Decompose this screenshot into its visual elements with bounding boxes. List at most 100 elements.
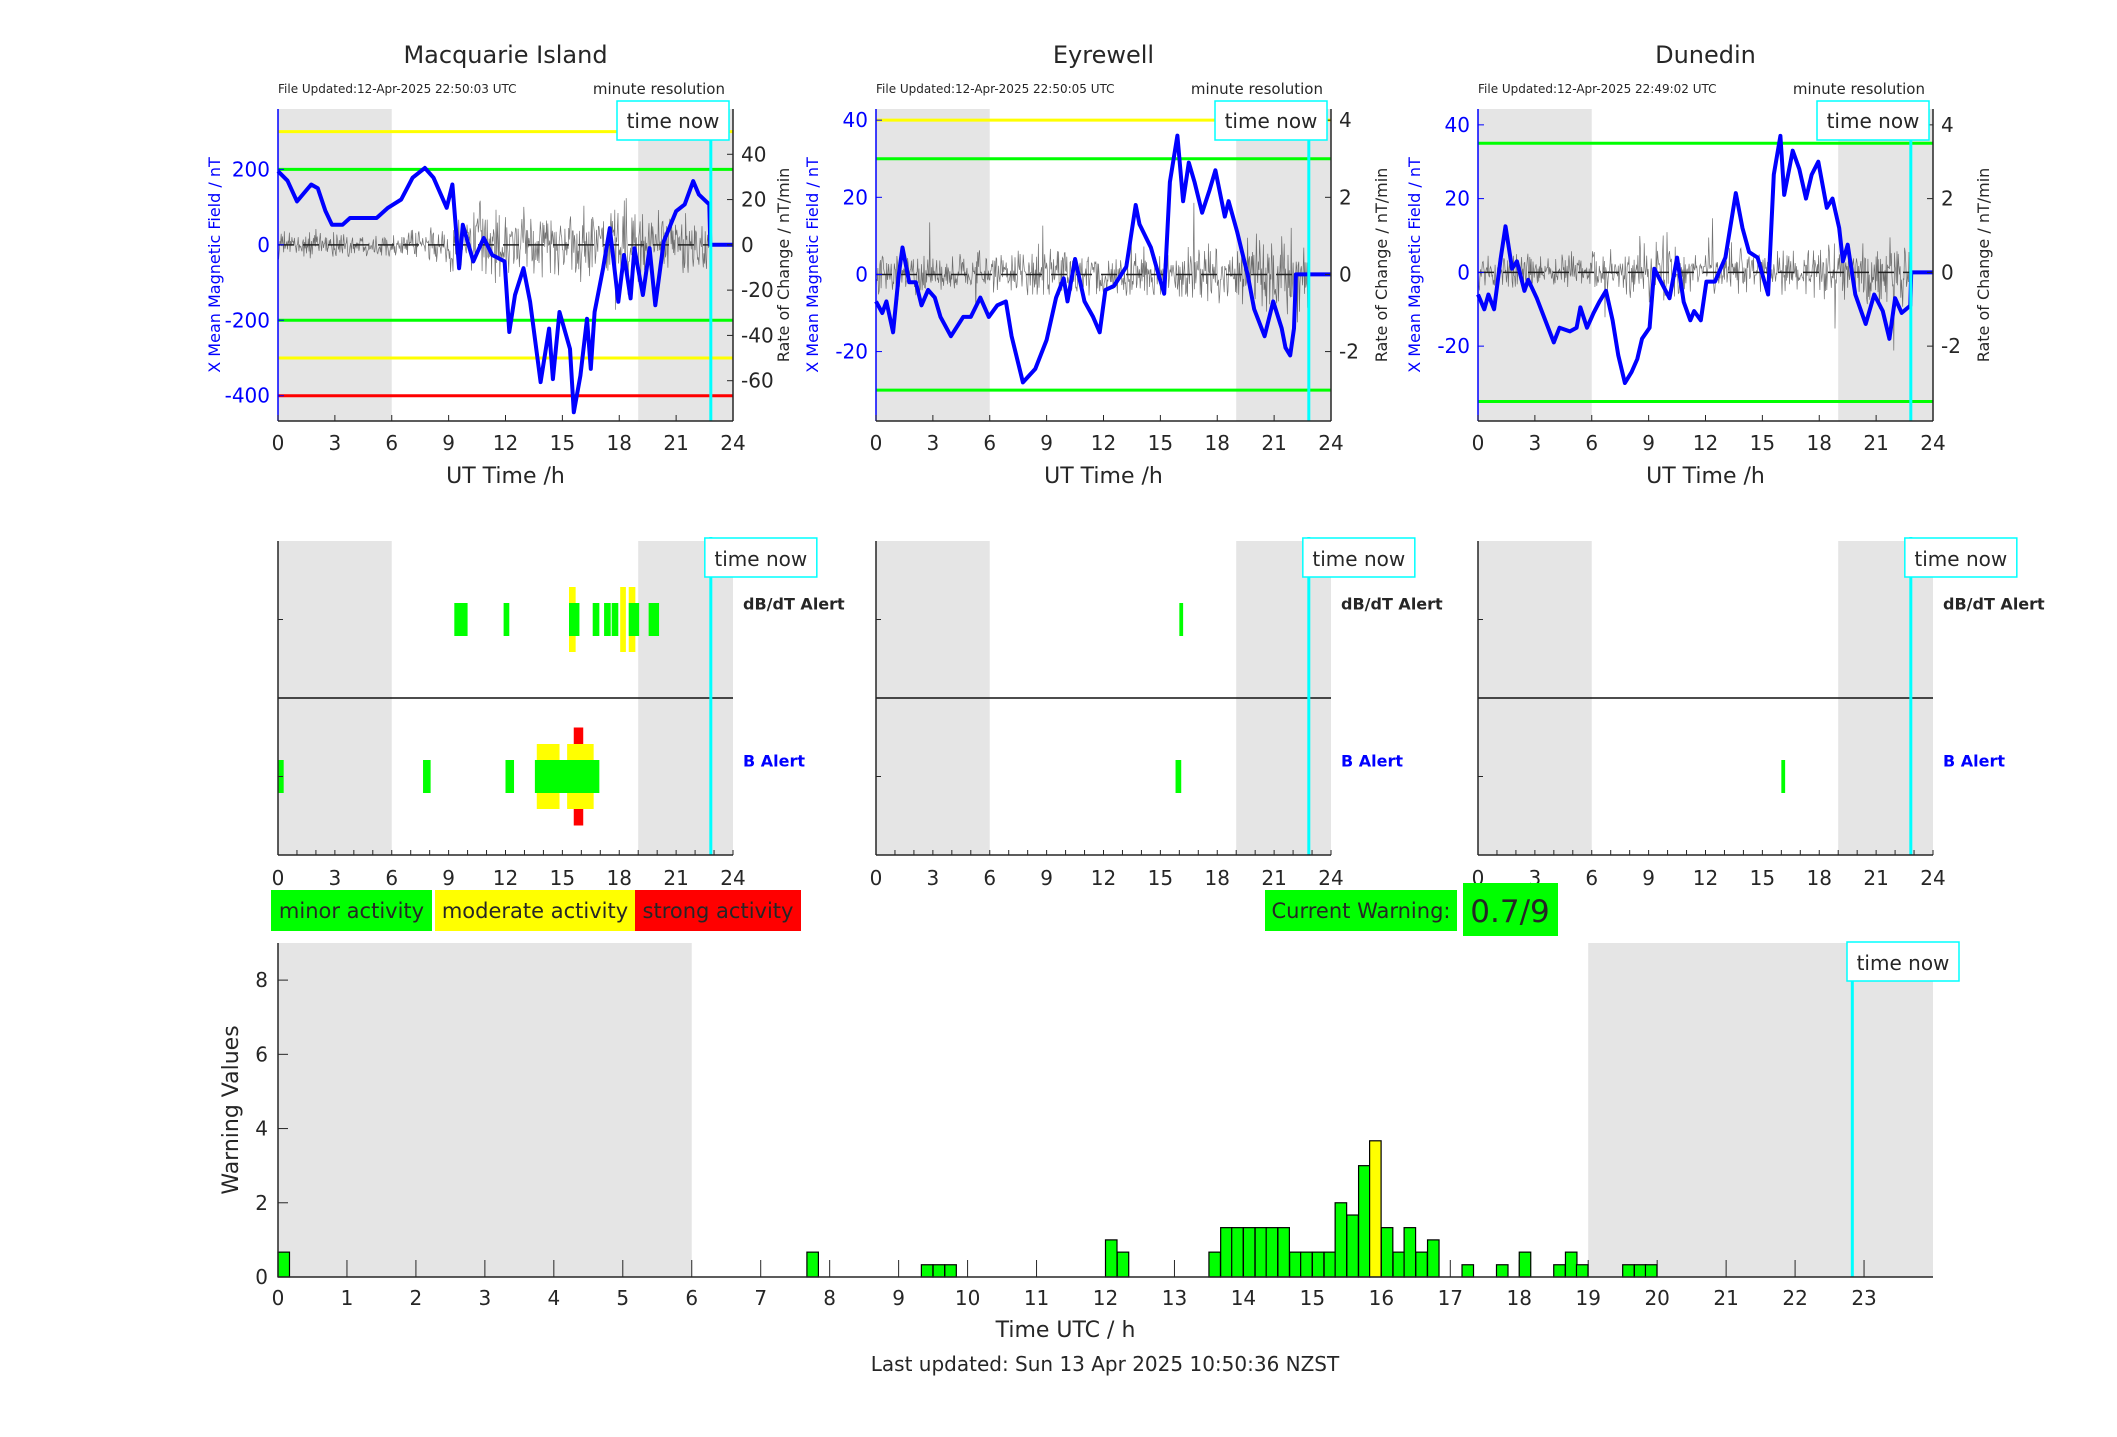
x-tick-label: 9 xyxy=(1040,431,1053,455)
dbdt-alert-label: dB/dT Alert xyxy=(1943,595,2045,614)
warning-bar xyxy=(1633,1264,1647,1278)
y2-tick-label: 0 xyxy=(1941,260,1954,284)
night-shading xyxy=(278,943,692,1277)
x-tick-label: 10 xyxy=(955,1286,980,1310)
warning-bar xyxy=(1242,1227,1256,1278)
x-axis-label: Time UTC / h xyxy=(995,1318,1136,1343)
warning-bar xyxy=(1564,1251,1578,1278)
legend-swatch xyxy=(635,890,801,931)
time-now-box xyxy=(1214,100,1328,141)
x-axis-label: UT Time /h xyxy=(1646,464,1765,489)
x-tick-label: 22 xyxy=(1782,1286,1807,1310)
b-alert-minor-segment xyxy=(1175,760,1182,793)
x-tick-label: 6 xyxy=(385,866,398,890)
x-tick-label: 21 xyxy=(1261,431,1286,455)
time-now-box xyxy=(1816,100,1930,141)
x-tick-label: 24 xyxy=(720,431,745,455)
b-alert-minor-segment xyxy=(1781,760,1786,793)
time-now-label: time now xyxy=(1827,109,1920,133)
x-tick-label: 18 xyxy=(1507,1286,1532,1310)
x-tick-label: 6 xyxy=(685,1286,698,1310)
dbdt-alert-minor-segment xyxy=(454,603,468,636)
night-shading xyxy=(1588,943,1933,1277)
x-field-trace xyxy=(1476,133,1933,385)
warning-bar xyxy=(1426,1239,1440,1278)
right-axis-label: Rate of Change / nT/min xyxy=(774,168,793,363)
warning-bar xyxy=(1575,1264,1589,1278)
x-tick-label: 3 xyxy=(329,431,342,455)
y2-tick-label: 0 xyxy=(1339,262,1352,286)
x-tick-label: 0 xyxy=(1472,431,1485,455)
x-tick-label: 12 xyxy=(1093,1286,1118,1310)
warning-bar xyxy=(932,1264,946,1278)
x-tick-label: 9 xyxy=(892,1286,905,1310)
y-tick-label: -20 xyxy=(835,340,868,364)
time-now-label: time now xyxy=(1225,109,1318,133)
y-tick-label: 20 xyxy=(843,185,868,209)
y2-tick-label: -20 xyxy=(741,278,774,302)
time-now-label: time now xyxy=(1914,547,2007,571)
station-title: Dunedin xyxy=(1655,41,1756,69)
x-tick-label: 12 xyxy=(1693,866,1718,890)
x-tick-label: 3 xyxy=(927,431,940,455)
x-tick-label: 20 xyxy=(1644,1286,1669,1310)
warning-bar xyxy=(1346,1214,1359,1278)
y-tick-label: -200 xyxy=(225,308,270,332)
x-tick-label: 0 xyxy=(272,431,285,455)
warning-bar xyxy=(1254,1227,1268,1278)
x-tick-label: 0 xyxy=(870,431,883,455)
y-tick-label: -400 xyxy=(225,384,270,408)
x-tick-label: 19 xyxy=(1575,1286,1600,1310)
b-alert-label: B Alert xyxy=(1341,752,1403,771)
x-tick-label: 14 xyxy=(1231,1286,1256,1310)
night-shading xyxy=(278,109,392,421)
warning-bar xyxy=(1265,1227,1279,1278)
y-tick-label: 8 xyxy=(255,968,268,992)
current-warning-value: 0.7/9 xyxy=(1470,894,1549,930)
x-tick-label: 15 xyxy=(1148,431,1173,455)
resolution-text: minute resolution xyxy=(1793,80,1925,98)
warning-bar xyxy=(1357,1165,1371,1278)
rate-of-change-trace xyxy=(277,198,711,310)
x-tick-label: 9 xyxy=(442,431,455,455)
x-tick-label: 21 xyxy=(663,866,688,890)
x-tick-label: 15 xyxy=(1750,866,1775,890)
warning-bar xyxy=(1644,1264,1658,1278)
y2-tick-label: -2 xyxy=(1941,334,1961,358)
y-tick-label: 0 xyxy=(1457,260,1470,284)
dbdt-alert-label: dB/dT Alert xyxy=(1341,595,1443,614)
dbdt-alert-minor-segment xyxy=(604,603,611,636)
y2-tick-label: -40 xyxy=(741,323,774,347)
dbdt-alert-minor-segment xyxy=(628,603,640,636)
dbdt-alert-minor-segment xyxy=(503,603,510,636)
x-tick-label: 24 xyxy=(1318,431,1343,455)
current-warning-label: Current Warning: xyxy=(1272,899,1451,923)
warning-bar xyxy=(1461,1264,1475,1278)
warning-bar xyxy=(1277,1227,1290,1278)
y2-tick-label: 40 xyxy=(741,142,766,166)
x-tick-label: 24 xyxy=(720,866,745,890)
legend-label: minor activity xyxy=(279,899,424,923)
x-tick-label: 9 xyxy=(442,866,455,890)
x-tick-label: 9 xyxy=(1642,866,1655,890)
y2-tick-label: -2 xyxy=(1339,340,1359,364)
warning-bar xyxy=(1392,1251,1406,1278)
x-tick-label: 17 xyxy=(1438,1286,1463,1310)
y-tick-label: 0 xyxy=(255,1265,268,1289)
last-updated-footer: Last updated: Sun 13 Apr 2025 10:50:36 N… xyxy=(871,1352,1340,1376)
x-tick-label: 24 xyxy=(1920,431,1945,455)
x-field-trace xyxy=(276,165,733,415)
warning-bar xyxy=(1403,1227,1417,1278)
y-tick-label: 200 xyxy=(232,157,270,181)
warning-bar xyxy=(1380,1227,1394,1278)
x-tick-label: 2 xyxy=(410,1286,423,1310)
x-tick-label: 9 xyxy=(1642,431,1655,455)
x-tick-label: 3 xyxy=(927,866,940,890)
file-updated-text: File Updated:12-Apr-2025 22:50:05 UTC xyxy=(876,82,1115,96)
time-now-label: time now xyxy=(1312,547,1405,571)
y-tick-label: 20 xyxy=(1445,187,1470,211)
left-axis-label: X Mean Magnetic Field / nT xyxy=(205,157,224,373)
y-tick-label: 6 xyxy=(255,1042,268,1066)
time-now-box xyxy=(1904,537,2018,578)
